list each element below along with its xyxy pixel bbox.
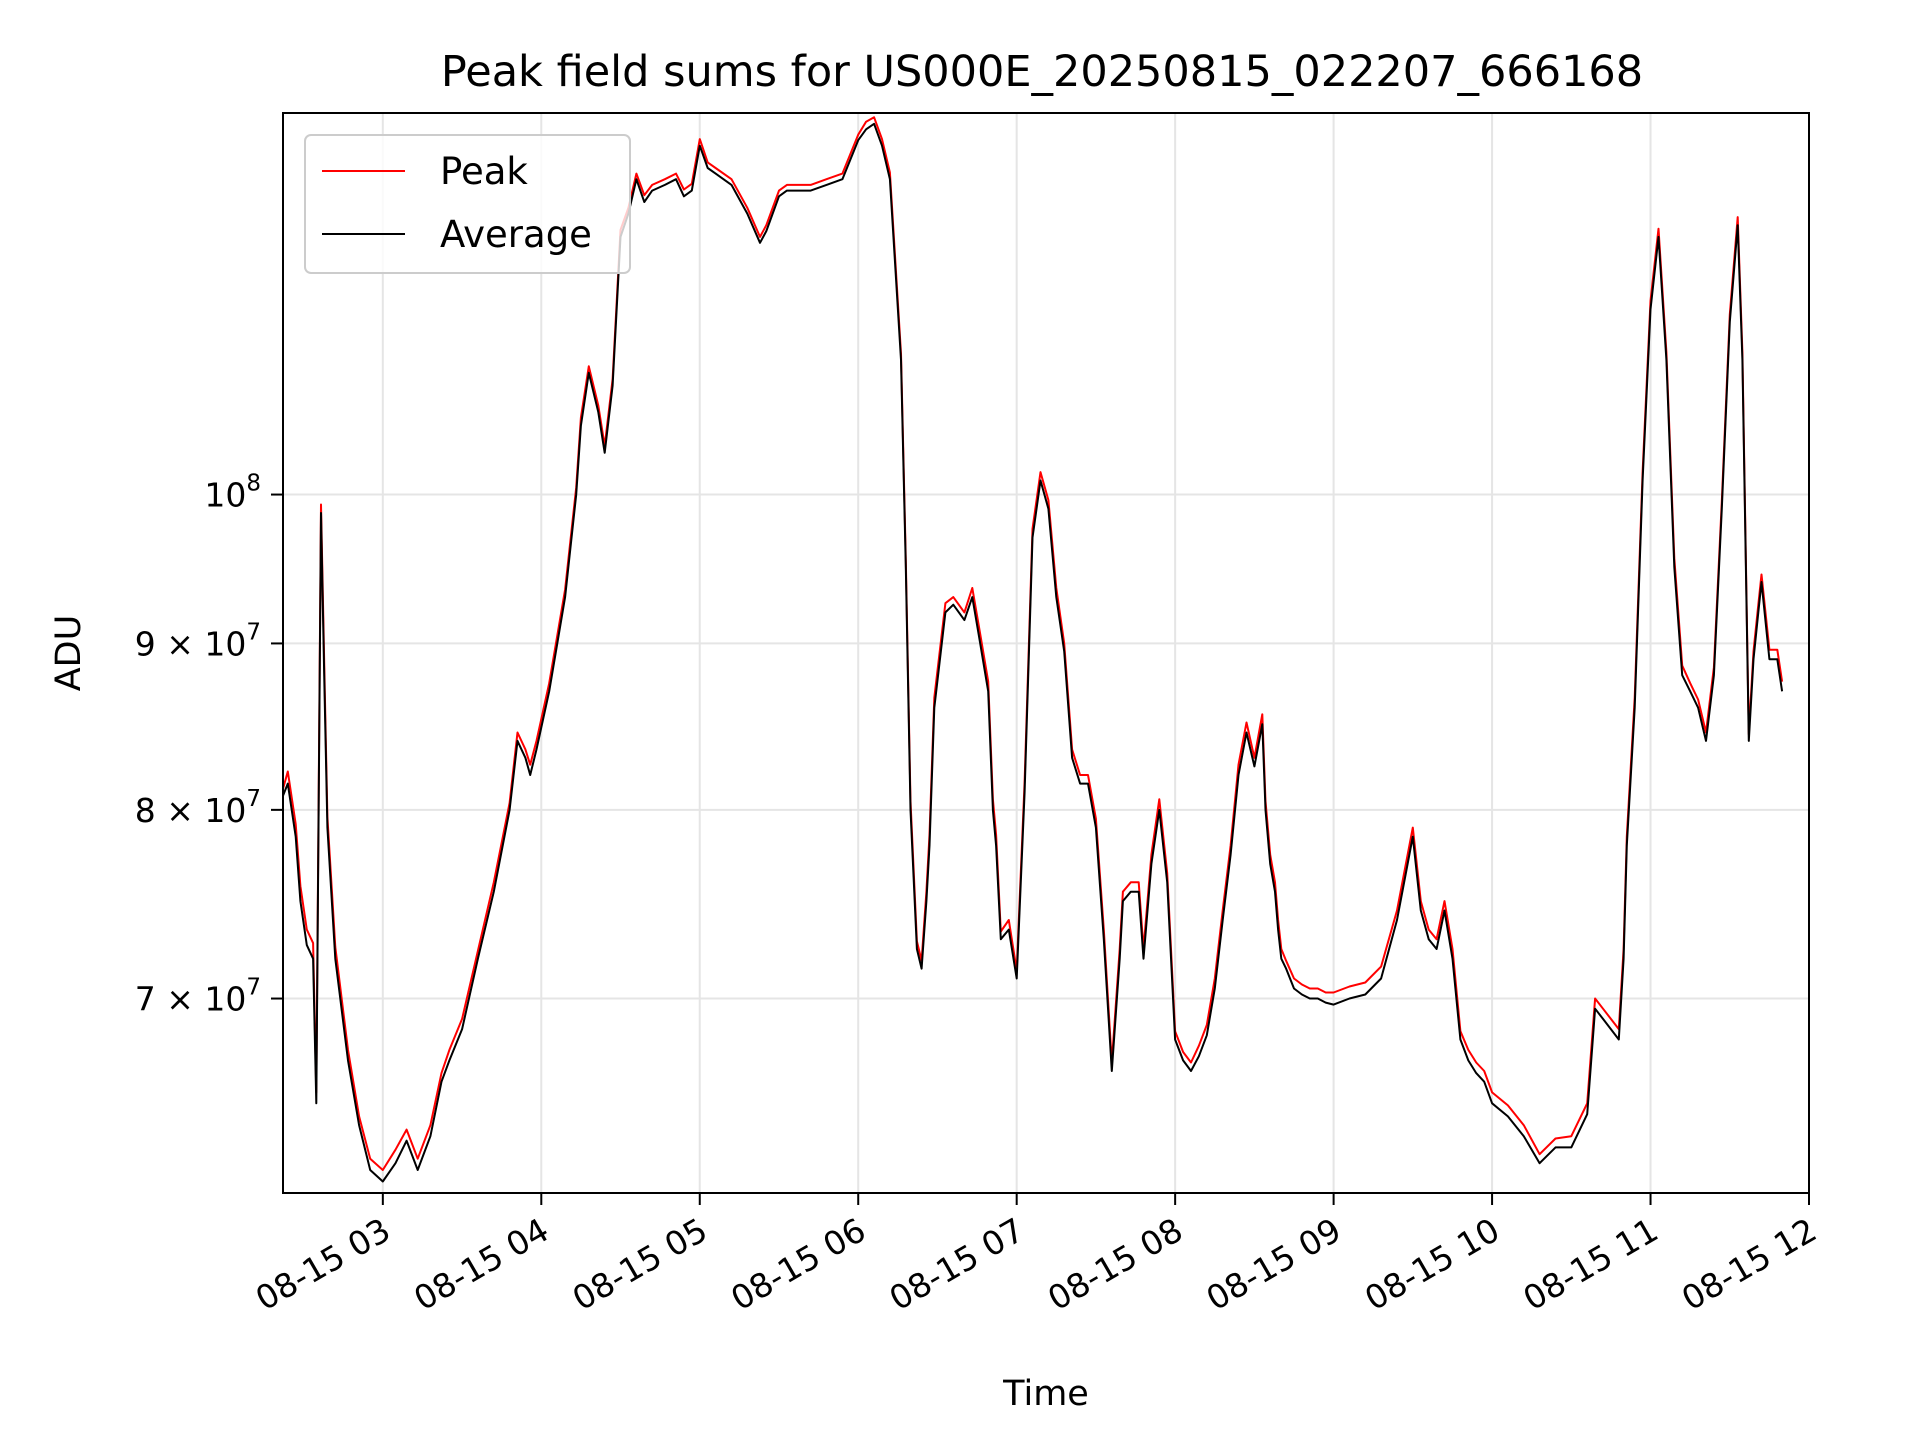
chart-title: Peak field sums for US000E_20250815_0222… bbox=[441, 47, 1643, 97]
y-tick-label-1: 8 × 107 bbox=[135, 786, 261, 830]
x-axis-label: Time bbox=[1002, 1374, 1089, 1414]
y-tick-label-0: 7 × 107 bbox=[135, 975, 261, 1019]
legend: Peak Average bbox=[305, 135, 630, 273]
legend-label-peak: Peak bbox=[440, 150, 528, 193]
y-tick-label-2: 9 × 107 bbox=[135, 619, 261, 663]
y-axis-label: ADU bbox=[49, 615, 89, 692]
legend-label-average: Average bbox=[440, 213, 592, 256]
